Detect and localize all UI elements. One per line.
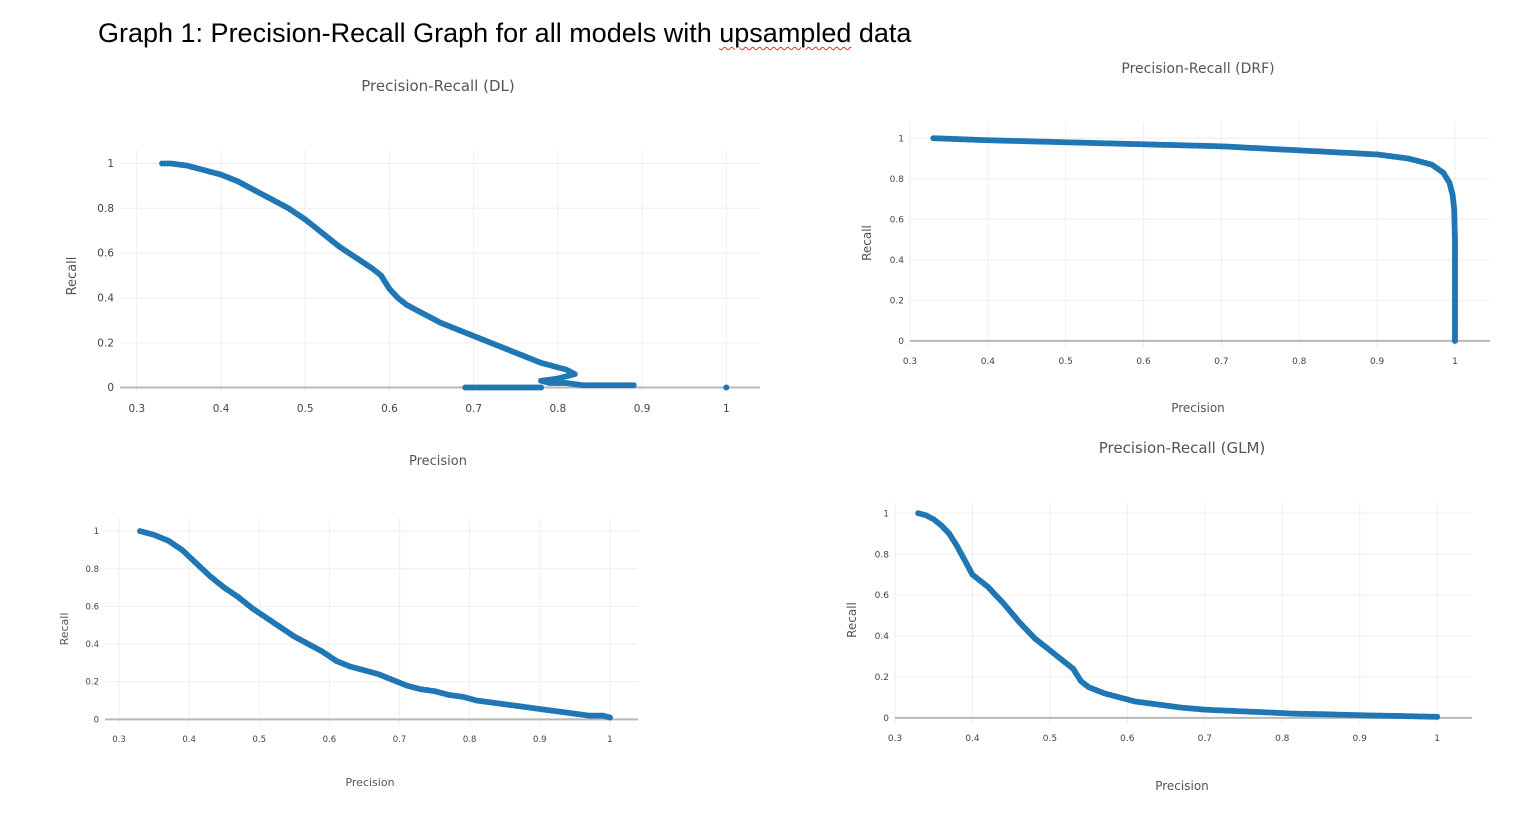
x-tick-label: 0.8	[550, 403, 567, 415]
x-tick-label: 0.7	[465, 403, 482, 415]
data-point	[1451, 337, 1458, 344]
y-tick-label: 0.6	[890, 215, 905, 225]
x-axis-title: Precision	[1155, 779, 1209, 793]
y-tick-label: 0.8	[97, 203, 114, 215]
x-tick-label: 0.3	[903, 357, 917, 367]
x-axis-title: Precision	[1171, 401, 1225, 415]
x-tick-label: 0.8	[1275, 734, 1290, 744]
x-tick-label: 0.5	[297, 403, 314, 415]
chart-title: Precision-Recall (DRF)	[1121, 61, 1274, 77]
series-points	[915, 510, 1441, 720]
x-axis-title: Precision	[409, 454, 467, 469]
x-tick-label: 1	[607, 735, 612, 745]
x-tick-label: 0.8	[463, 735, 477, 745]
y-tick-label: 1	[898, 134, 904, 144]
x-tick-label: 0.5	[1043, 734, 1057, 744]
y-tick-label: 0.2	[85, 678, 99, 688]
y-tick-label: 0.2	[890, 297, 904, 307]
x-tick-label: 0.9	[533, 735, 547, 745]
series-points	[137, 528, 613, 721]
y-tick-label: 0	[898, 337, 904, 347]
series-points	[930, 135, 1458, 344]
y-tick-label: 0.4	[97, 293, 114, 305]
x-tick-label: 0.8	[1292, 357, 1307, 367]
y-axis-title: Recall	[860, 225, 874, 261]
data-point	[723, 384, 730, 391]
chart-title: Precision-Recall (DL)	[361, 77, 514, 95]
x-tick-label: 1	[1452, 357, 1458, 367]
page-title-prefix: Graph 1: Precision-Recall Graph for all …	[98, 18, 720, 48]
page-title-misspelled-word: upsampled	[719, 18, 852, 48]
x-tick-label: 1	[1434, 734, 1440, 744]
data-point	[630, 382, 637, 389]
page-title-suffix: data	[851, 18, 912, 48]
x-tick-label: 0.9	[1370, 357, 1385, 367]
series-points	[159, 160, 730, 391]
y-tick-label: 0.4	[890, 256, 905, 266]
y-tick-label: 0.8	[890, 175, 905, 185]
x-tick-label: 0.6	[381, 403, 398, 415]
x-tick-label: 1	[723, 403, 730, 415]
data-point	[606, 714, 613, 721]
chart-title: Precision-Recall (GLM)	[1099, 439, 1266, 457]
y-tick-label: 0	[107, 382, 114, 394]
x-axis-title: Precision	[345, 776, 394, 789]
x-tick-label: 0.9	[634, 403, 651, 415]
x-tick-label: 0.6	[323, 735, 337, 745]
y-tick-label: 0.2	[97, 337, 114, 349]
x-tick-label: 0.4	[182, 735, 196, 745]
x-tick-label: 0.6	[1120, 734, 1135, 744]
x-tick-label: 0.4	[213, 403, 230, 415]
x-tick-label: 0.4	[981, 357, 996, 367]
y-tick-label: 0	[883, 714, 889, 724]
x-tick-label: 0.3	[128, 403, 145, 415]
x-tick-label: 0.3	[112, 735, 126, 745]
x-tick-label: 0.7	[393, 735, 407, 745]
data-point	[1434, 713, 1441, 720]
y-tick-label: 0	[94, 715, 99, 725]
x-tick-label: 0.4	[965, 734, 980, 744]
x-tick-label: 0.9	[1353, 734, 1368, 744]
y-tick-label: 0.8	[875, 550, 890, 560]
y-tick-label: 0.6	[85, 602, 99, 612]
y-axis-title: Recall	[58, 613, 71, 646]
y-tick-label: 0.6	[97, 248, 114, 260]
y-axis-title: Recall	[65, 257, 80, 296]
y-tick-label: 0.8	[85, 565, 99, 575]
y-tick-label: 0.6	[875, 591, 890, 601]
x-tick-label: 0.6	[1136, 357, 1151, 367]
data-point	[538, 384, 545, 391]
x-tick-label: 0.7	[1198, 734, 1212, 744]
x-tick-label: 0.7	[1214, 357, 1228, 367]
y-tick-label: 0.4	[875, 632, 890, 642]
y-axis-title: Recall	[845, 602, 859, 638]
x-tick-label: 0.5	[253, 735, 267, 745]
y-tick-label: 1	[107, 158, 114, 170]
y-tick-label: 1	[883, 509, 889, 519]
x-tick-label: 0.3	[888, 734, 902, 744]
page-title: Graph 1: Precision-Recall Graph for all …	[98, 18, 911, 49]
y-tick-label: 0.4	[85, 640, 99, 650]
y-tick-label: 0.2	[875, 673, 889, 683]
y-tick-label: 1	[94, 527, 99, 537]
x-tick-label: 0.5	[1059, 357, 1073, 367]
